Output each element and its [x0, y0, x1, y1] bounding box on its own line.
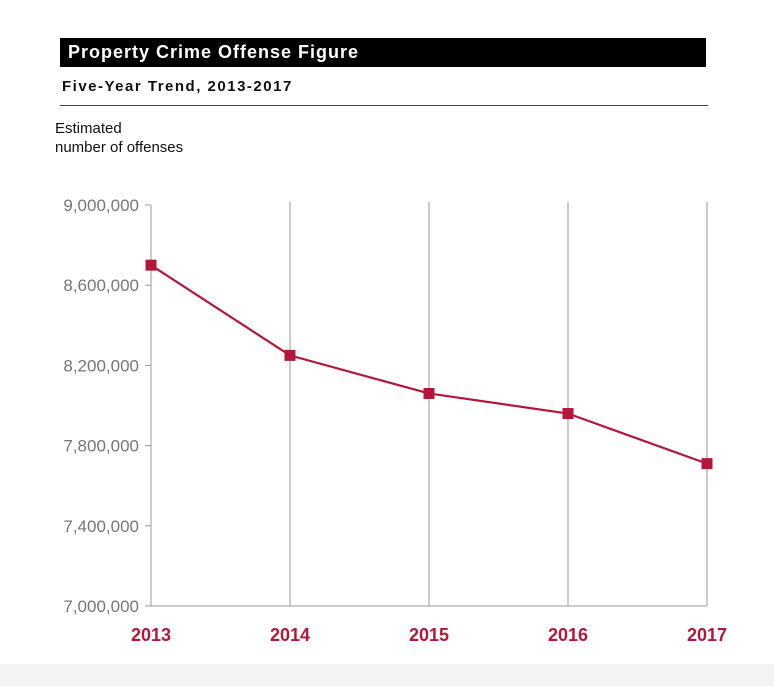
x-tick-label: 2017	[687, 625, 727, 645]
y-tick-label: 7,000,000	[63, 597, 139, 616]
data-point	[145, 259, 157, 271]
title-divider	[60, 105, 708, 106]
x-tick-label: 2015	[409, 625, 449, 645]
x-tick-label: 2013	[131, 625, 171, 645]
x-tick-label: 2016	[548, 625, 588, 645]
chart-title: Property Crime Offense Figure	[60, 38, 706, 67]
y-tick-label: 7,400,000	[63, 517, 139, 536]
y-axis-label-line-1: Estimated	[55, 120, 122, 137]
y-tick-label: 8,200,000	[63, 356, 139, 375]
data-point	[423, 387, 435, 399]
y-tick-label: 9,000,000	[63, 196, 139, 215]
y-axis-label: Estimated number of offenses	[55, 119, 183, 157]
x-tick-label: 2014	[270, 625, 310, 645]
bottom-band	[0, 664, 774, 686]
y-tick-label: 8,600,000	[63, 276, 139, 295]
chart-subtitle: Five-Year Trend, 2013-2017	[62, 78, 293, 95]
data-point	[284, 349, 296, 361]
data-point	[562, 408, 574, 420]
data-point	[701, 458, 713, 470]
y-axis-label-line-2: number of offenses	[55, 139, 184, 156]
y-tick-label: 7,800,000	[63, 437, 139, 456]
